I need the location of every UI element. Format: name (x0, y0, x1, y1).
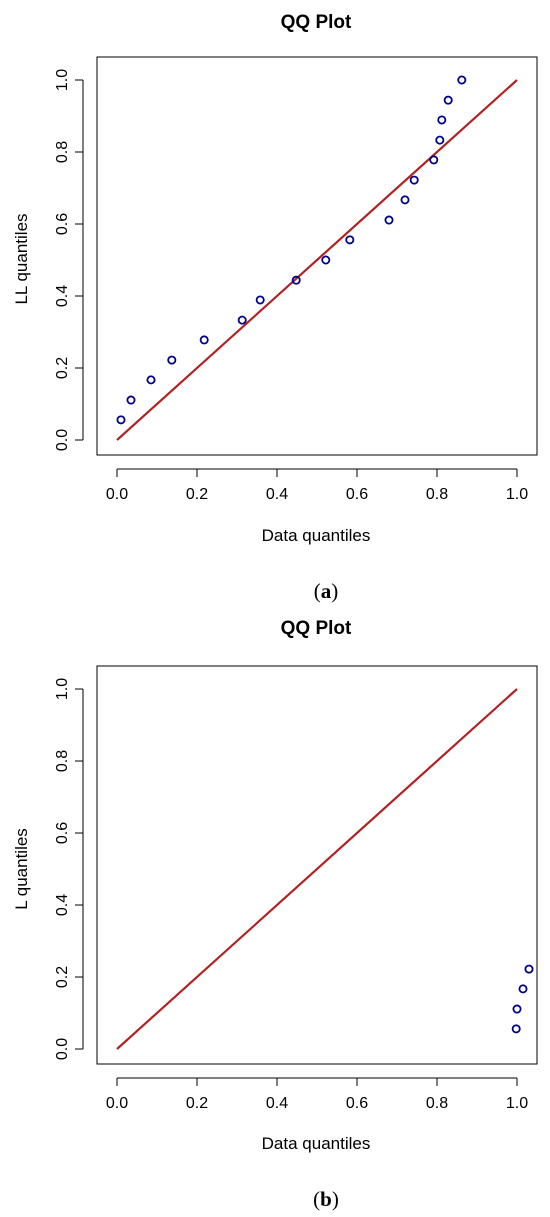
qq-plot-panel-a: QQ Plot 0.0 0.2 0.4 0.6 0.8 1.0 0.0 0.2 0.4 0.6 0… (0, 0, 550, 608)
y-tick-label: 0.8 (54, 750, 71, 772)
data-point (518, 984, 528, 994)
y-tick-label: 0.8 (54, 141, 71, 163)
chart-title: QQ Plot (281, 12, 352, 33)
panel-caption: (b) (313, 1187, 339, 1211)
y-axis-title: L quantiles (12, 828, 31, 910)
data-point (457, 75, 467, 85)
data-point (167, 355, 177, 365)
y-tick-label: 0.6 (54, 213, 71, 235)
caption-open: ( (314, 579, 321, 603)
reference-line (116, 688, 518, 1050)
data-point (435, 135, 445, 145)
x-axis-title: Data quantiles (262, 526, 371, 545)
caption-close: ) (332, 1187, 339, 1211)
y-tick-label: 0.6 (54, 822, 71, 844)
x-tick-label: 0.0 (106, 1095, 128, 1112)
x-axis: 0.0 0.2 0.4 0.6 0.8 1.0 (106, 1077, 528, 1112)
caption-letter: a (321, 579, 332, 603)
x-tick-label: 0.6 (346, 1095, 368, 1112)
qq-plot-panel-b: QQ Plot 0.0 0.2 0.4 0.6 0.8 1.0 0.0 0.2 0.4 0.6 0… (0, 608, 550, 1217)
y-tick-label: 1.0 (54, 69, 71, 91)
y-tick-label: 0.4 (54, 894, 71, 916)
y-tick-label: 0.4 (54, 285, 71, 307)
x-axis-title: Data quantiles (262, 1134, 371, 1153)
data-point (126, 395, 136, 405)
y-tick-label: 0.2 (54, 966, 71, 988)
y-axis-title: LL quantiles (12, 213, 31, 304)
data-point (512, 1004, 522, 1014)
data-point (321, 255, 331, 265)
chart-title: QQ Plot (281, 618, 352, 639)
caption-open: ( (313, 1187, 320, 1211)
data-point (443, 95, 453, 105)
data-point (255, 295, 265, 305)
data-point (237, 315, 247, 325)
data-point (345, 235, 355, 245)
reference-line (116, 79, 518, 441)
caption-close: ) (331, 579, 338, 603)
x-tick-label: 0.6 (346, 486, 368, 503)
y-axis: 0.0 0.2 0.4 0.6 0.8 1.0 (54, 69, 84, 451)
x-tick-label: 0.8 (426, 486, 448, 503)
x-axis: 0.0 0.2 0.4 0.6 0.8 1.0 (106, 468, 528, 503)
x-tick-label: 0.8 (426, 1095, 448, 1112)
x-tick-label: 1.0 (506, 1095, 528, 1112)
plot-area (116, 688, 534, 1050)
data-point (146, 375, 156, 385)
data-point (511, 1024, 521, 1034)
data-point (429, 155, 439, 165)
x-tick-label: 1.0 (506, 486, 528, 503)
data-point (291, 275, 301, 285)
x-tick-label: 0.0 (106, 486, 128, 503)
qq-plot-chart-a: QQ Plot 0.0 0.2 0.4 0.6 0.8 1.0 0.00.20.40.60… (12, 12, 538, 603)
x-tick-label: 0.4 (266, 486, 288, 503)
y-tick-label: 0.0 (54, 1038, 71, 1060)
x-tick-label: 0.2 (186, 486, 208, 503)
x-tick-label: 0.2 (186, 1095, 208, 1112)
y-axis: 0.0 0.2 0.4 0.6 0.8 1.0 (54, 678, 84, 1060)
data-point (409, 175, 419, 185)
plot-area (116, 75, 518, 441)
x-tick-label: 0.4 (266, 1095, 288, 1112)
y-tick-label: 0.2 (54, 357, 71, 379)
qq-plot-chart-b: QQ Plot 0.0 0.2 0.4 0.6 0.8 1.0 0.00.20.40.60… (12, 618, 538, 1211)
caption-letter: b (320, 1187, 332, 1211)
data-point (199, 335, 209, 345)
panel-caption: (a) (314, 579, 339, 603)
plot-frame (96, 665, 538, 1065)
y-tick-label: 0.0 (54, 429, 71, 451)
data-point (384, 215, 394, 225)
data-point (116, 415, 126, 425)
data-point (400, 195, 410, 205)
data-point (524, 964, 534, 974)
data-point (437, 115, 447, 125)
plot-frame (96, 56, 538, 456)
y-tick-label: 1.0 (54, 678, 71, 700)
